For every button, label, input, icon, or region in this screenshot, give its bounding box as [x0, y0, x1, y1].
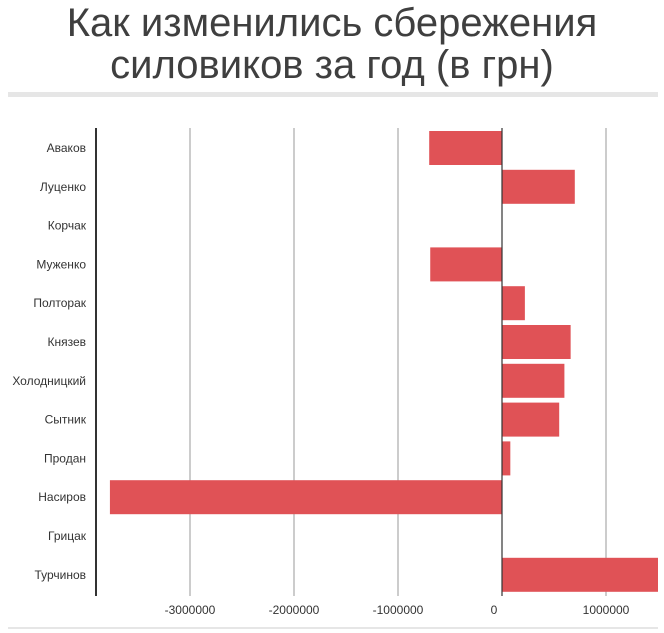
- category-label: Сытник: [45, 413, 87, 427]
- bar: [502, 557, 658, 592]
- x-tick-label: -3000000: [165, 603, 216, 617]
- bar: [429, 131, 502, 165]
- category-label: Корчак: [48, 219, 87, 233]
- x-tick-label: -2000000: [269, 603, 320, 617]
- chart-title: Как изменились сбережения силовиков за го…: [66, 1, 598, 87]
- x-tick-label: 1000000: [583, 603, 630, 617]
- category-label: Аваков: [47, 141, 86, 155]
- title-divider: [8, 92, 658, 97]
- category-label: Продан: [44, 451, 86, 465]
- category-label: Грицак: [48, 529, 87, 543]
- category-label: Полторак: [33, 296, 86, 310]
- bar: [430, 247, 502, 282]
- bar: [502, 286, 525, 321]
- bars: [109, 131, 658, 592]
- category-label: Луценко: [40, 180, 86, 194]
- gridlines: [189, 128, 607, 596]
- category-label: Князев: [47, 335, 86, 349]
- bar: [502, 441, 511, 476]
- tick-labels: -3000000 -2000000 -1000000 0 1000000: [165, 603, 630, 617]
- category-label: Насиров: [38, 490, 86, 504]
- x-tick-label: 0: [491, 603, 498, 617]
- category-labels: Аваков Луценко Корчак Муженко Полторак Князев…: [12, 141, 86, 582]
- category-label: Турчинов: [34, 568, 86, 582]
- category-label: Холодницкий: [12, 374, 86, 388]
- x-tick-label: -1000000: [373, 603, 424, 617]
- bar: [502, 363, 565, 398]
- bar: [502, 325, 571, 359]
- bar: [109, 480, 503, 515]
- bar: [502, 402, 560, 437]
- axes: [95, 128, 503, 596]
- bar: [502, 169, 575, 204]
- category-label: Муженко: [36, 257, 86, 271]
- bottom-divider: [8, 627, 658, 629]
